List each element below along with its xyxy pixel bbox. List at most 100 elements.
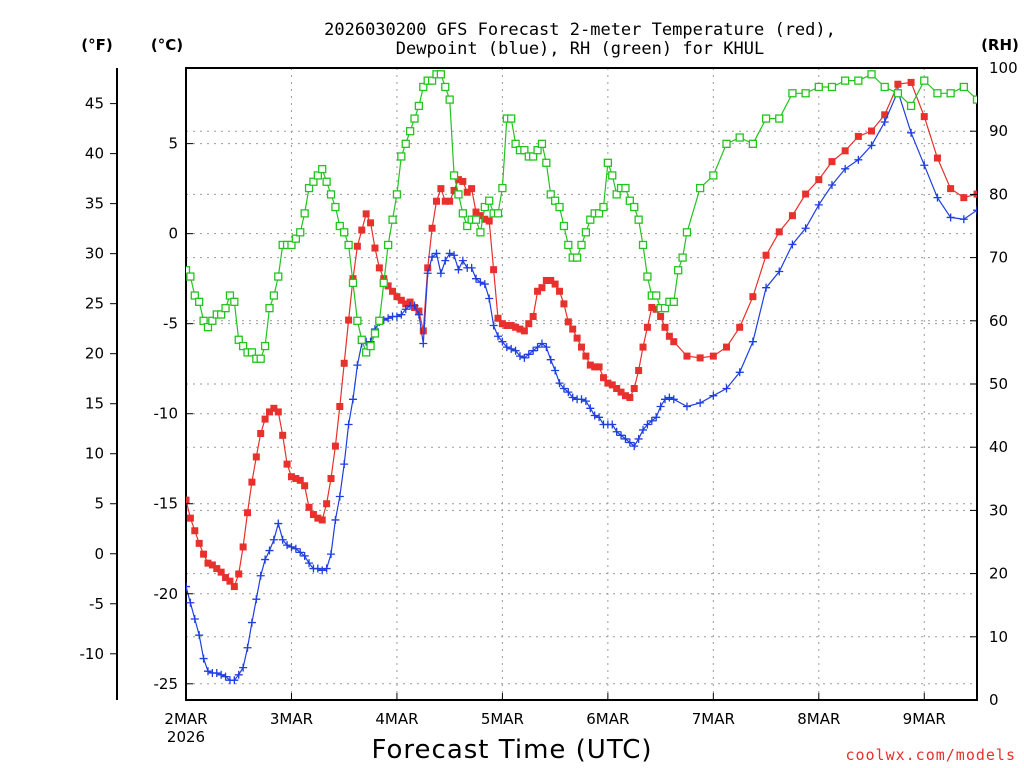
fahrenheit-tick-label: 5 (94, 495, 104, 513)
data-point (665, 332, 673, 340)
data-point (191, 527, 199, 535)
data-point (248, 478, 256, 486)
data-point (683, 352, 691, 360)
rh-tick-label: 90 (989, 122, 1008, 140)
data-point (617, 431, 626, 440)
data-point (946, 213, 955, 222)
series-2-meter-temperature (186, 78, 977, 591)
data-point (867, 141, 876, 150)
x-tick-label: 3MAR (270, 710, 313, 728)
data-point (630, 442, 639, 451)
data-point (608, 420, 617, 429)
data-point (595, 413, 604, 422)
data-point (287, 542, 296, 551)
data-point (397, 296, 405, 304)
data-point (489, 321, 498, 330)
data-point (551, 280, 559, 288)
x-tick-label: 5MAR (481, 710, 524, 728)
data-point (309, 511, 317, 519)
data-point (375, 264, 383, 272)
data-point (291, 544, 300, 553)
data-point (384, 314, 393, 323)
data-point (309, 177, 318, 186)
data-point (907, 78, 915, 86)
data-point (463, 188, 471, 196)
data-point (256, 571, 265, 580)
fahrenheit-tick-label: 15 (85, 395, 104, 413)
data-point (669, 297, 678, 306)
data-point (340, 460, 349, 469)
data-point (379, 278, 388, 288)
data-point (335, 492, 344, 501)
data-point (345, 316, 353, 324)
data-point (542, 276, 550, 284)
fahrenheit-tick-label: -5 (89, 595, 104, 613)
data-point (494, 332, 503, 341)
data-point (472, 208, 480, 216)
data-point (296, 228, 305, 237)
data-point (556, 287, 564, 295)
data-point (322, 564, 331, 573)
data-point (446, 197, 454, 205)
data-point (476, 278, 485, 287)
data-point (313, 564, 322, 573)
data-point (625, 438, 634, 447)
x-tick-label: 4MAR (375, 710, 418, 728)
data-point (261, 555, 270, 564)
series-dewpoint (186, 87, 977, 685)
data-point (657, 312, 665, 320)
data-point (709, 391, 718, 400)
data-point (534, 287, 542, 295)
data-point (313, 171, 322, 180)
data-point (529, 346, 538, 355)
data-point (498, 337, 507, 346)
data-point (802, 190, 810, 198)
data-point (445, 249, 454, 258)
data-point (682, 402, 691, 411)
data-point (722, 139, 731, 148)
data-point (217, 310, 226, 319)
data-point (550, 196, 560, 205)
data-point (344, 240, 353, 250)
data-point (335, 221, 344, 231)
data-point (920, 76, 929, 85)
data-point (643, 420, 652, 429)
x-tick-label: 7MAR (692, 710, 735, 728)
data-point (432, 249, 441, 258)
data-point (265, 408, 273, 416)
data-point (257, 430, 265, 438)
fahrenheit-tick-label: 0 (94, 545, 104, 563)
data-point (270, 404, 278, 412)
data-point (195, 631, 204, 640)
data-point (749, 293, 757, 301)
data-point (458, 209, 468, 218)
data-point (920, 113, 928, 121)
data-point (894, 80, 902, 88)
data-point (815, 176, 823, 184)
data-point (287, 240, 296, 250)
data-point (247, 618, 256, 627)
rh-tick-label: 0 (989, 691, 999, 709)
data-point (454, 265, 463, 274)
celsius-unit-label: (°C) (151, 36, 183, 54)
data-point (252, 453, 260, 461)
data-point (371, 244, 379, 252)
data-point (828, 158, 836, 166)
data-point (578, 343, 585, 351)
data-point (292, 475, 300, 483)
data-point (476, 212, 484, 220)
data-point (203, 322, 213, 332)
data-point (581, 397, 590, 406)
data-point (244, 509, 252, 517)
data-point (392, 312, 401, 321)
data-point (358, 226, 366, 234)
data-point (560, 300, 568, 308)
data-point (485, 196, 494, 205)
data-point (775, 267, 784, 276)
data-point (428, 224, 436, 232)
data-point (907, 128, 916, 137)
data-point (881, 111, 889, 119)
x-tick-label: 9MAR (903, 710, 946, 728)
data-point (401, 139, 410, 148)
data-point (867, 70, 876, 79)
